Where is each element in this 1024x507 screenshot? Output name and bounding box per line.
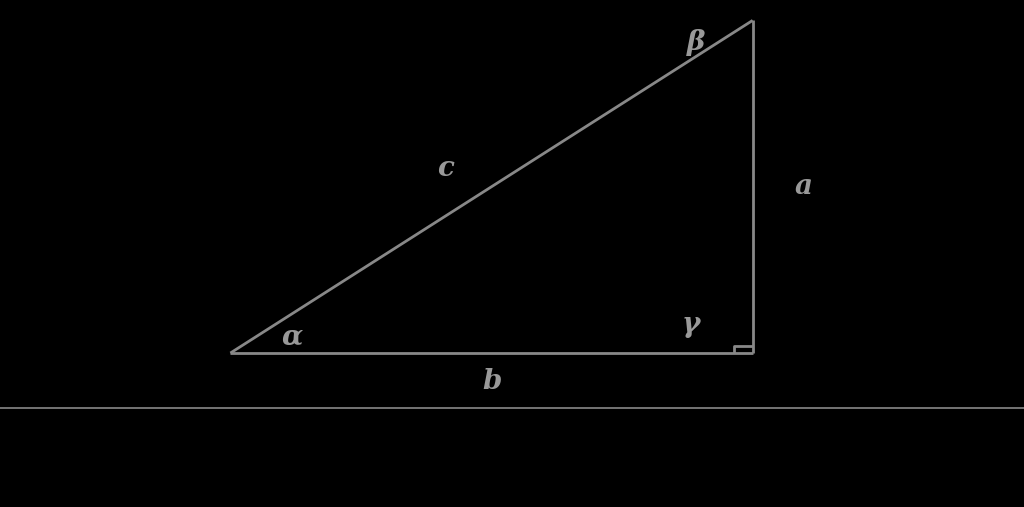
Text: a: a <box>795 173 813 200</box>
Text: γ: γ <box>682 311 700 338</box>
Text: c: c <box>437 155 454 182</box>
Text: A right triangle with angles α, β, and γ, and sides a, b and c: A right triangle with angles α, β, and γ… <box>305 448 930 467</box>
Text: b: b <box>482 368 501 395</box>
Text: α: α <box>282 323 302 350</box>
Text: Figure 1-1:: Figure 1-1: <box>207 448 336 467</box>
Text: β: β <box>687 29 706 56</box>
